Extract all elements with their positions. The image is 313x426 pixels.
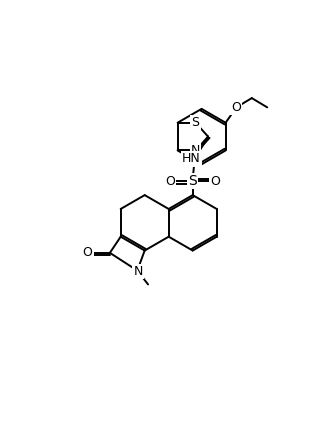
Text: S: S xyxy=(192,116,200,129)
Text: S: S xyxy=(188,174,197,188)
Text: O: O xyxy=(231,101,241,114)
Text: O: O xyxy=(166,175,175,188)
Text: N: N xyxy=(133,265,143,278)
Text: O: O xyxy=(210,175,220,188)
Text: N: N xyxy=(191,144,200,157)
Text: HN: HN xyxy=(182,153,201,165)
Text: O: O xyxy=(83,246,93,259)
